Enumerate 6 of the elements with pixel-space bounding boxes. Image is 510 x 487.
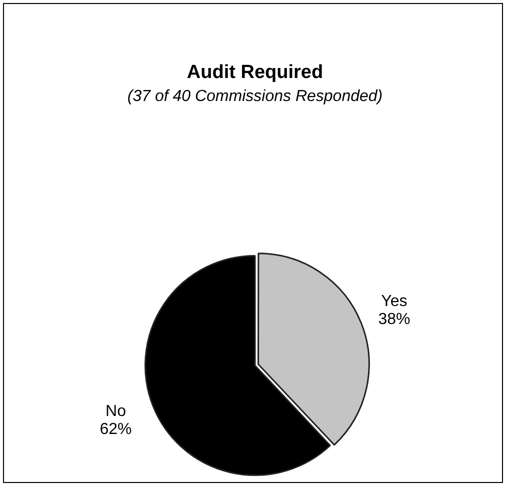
slice-label: No [106, 403, 126, 420]
slice-label: Yes [381, 292, 408, 310]
data-label: 62% [100, 421, 132, 438]
data-label: 38% [378, 310, 410, 328]
chart-title: Audit Required [186, 62, 324, 84]
chart-subtitle: (37 of 40 Commissions Responded) [126, 88, 384, 106]
